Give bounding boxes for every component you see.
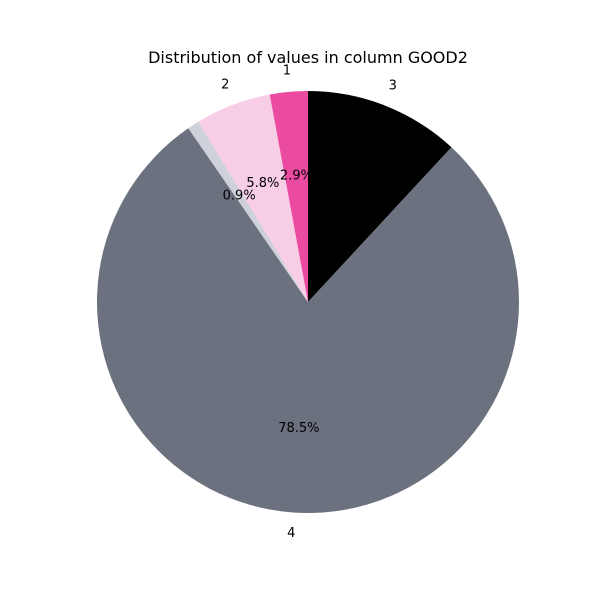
pie-slice-4	[96, 128, 519, 513]
pie-slices	[96, 91, 519, 513]
pie-slice-unlabeled-2	[188, 121, 308, 302]
pie-percent-label: 5.8%	[246, 176, 279, 191]
pie-percent-label: 78.5%	[278, 421, 319, 436]
pie-slice-2	[198, 94, 308, 302]
chart-title: Distribution of values in column GOOD2	[148, 48, 468, 67]
pie-slice-3	[308, 91, 452, 302]
pie-labels: 3 78.5% 4 0.9%5.8% 2 2.9% 1	[221, 63, 397, 541]
pie-slice-1	[269, 91, 308, 302]
pie-category-label: 3	[389, 78, 397, 93]
pie-percent-label: 0.9%	[223, 188, 256, 203]
pie-category-label: 4	[287, 526, 295, 541]
pie-category-label: 1	[283, 63, 291, 78]
pie-percent-label: 2.9%	[280, 168, 313, 183]
pie-category-label: 2	[221, 78, 229, 93]
